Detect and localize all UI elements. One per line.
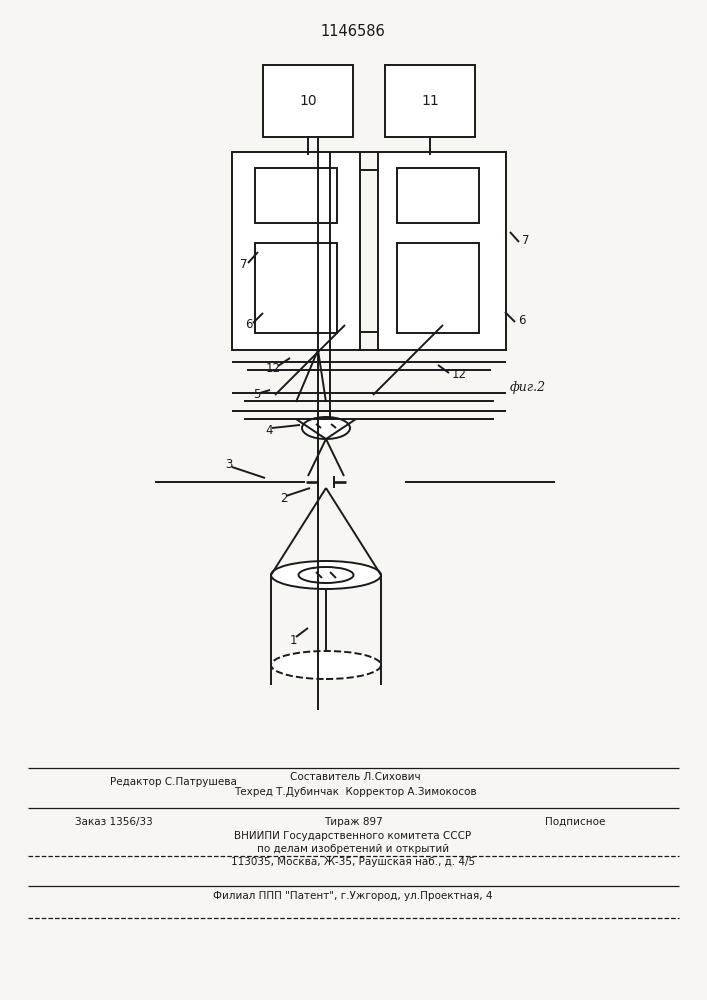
Text: 6: 6 [518, 314, 525, 326]
Text: Редактор С.Патрушева: Редактор С.Патрушева [110, 777, 237, 787]
Text: 3: 3 [225, 458, 233, 472]
Ellipse shape [271, 561, 381, 589]
Text: Филиал ППП "Патент", г.Ужгород, ул.Проектная, 4: Филиал ППП "Патент", г.Ужгород, ул.Проек… [214, 891, 493, 901]
Bar [255, 168, 337, 223]
Bar [232, 152, 360, 350]
Text: по делам изобретений и открытий: по делам изобретений и открытий [257, 844, 449, 854]
Text: Составитель Л.Сихович: Составитель Л.Сихович [290, 772, 421, 782]
Bar [385, 65, 475, 137]
Text: 113035, Москва, Ж-35, Раушская наб., д. 4/5: 113035, Москва, Ж-35, Раушская наб., д. … [231, 857, 475, 867]
Text: фиг.2: фиг.2 [510, 381, 546, 394]
Ellipse shape [302, 417, 350, 439]
Bar [378, 152, 506, 350]
Text: 12: 12 [452, 368, 467, 381]
Text: Тираж 897: Тираж 897 [324, 817, 382, 827]
Text: 5: 5 [253, 388, 260, 401]
Bar [397, 168, 479, 223]
Text: 1146586: 1146586 [321, 24, 385, 39]
Text: Заказ 1356/33: Заказ 1356/33 [75, 817, 153, 827]
Text: Техред Т.Дубинчак  Корректор А.Зимокосов: Техред Т.Дубинчак Корректор А.Зимокосов [234, 787, 477, 797]
Text: 6: 6 [245, 318, 252, 332]
Text: 1: 1 [290, 634, 298, 647]
Text: 2: 2 [280, 491, 288, 504]
Ellipse shape [298, 567, 354, 583]
Text: Подписное: Подписное [545, 817, 605, 827]
Text: 12: 12 [266, 361, 281, 374]
Ellipse shape [271, 651, 381, 679]
Bar [397, 243, 479, 333]
Text: 4: 4 [265, 424, 272, 436]
Text: 11: 11 [421, 94, 439, 108]
Bar [255, 243, 337, 333]
Text: 7: 7 [240, 258, 247, 271]
Text: 7: 7 [522, 233, 530, 246]
Bar [263, 65, 353, 137]
Text: ВНИИПИ Государственного комитета СССР: ВНИИПИ Государственного комитета СССР [235, 831, 472, 841]
Text: 10: 10 [299, 94, 317, 108]
